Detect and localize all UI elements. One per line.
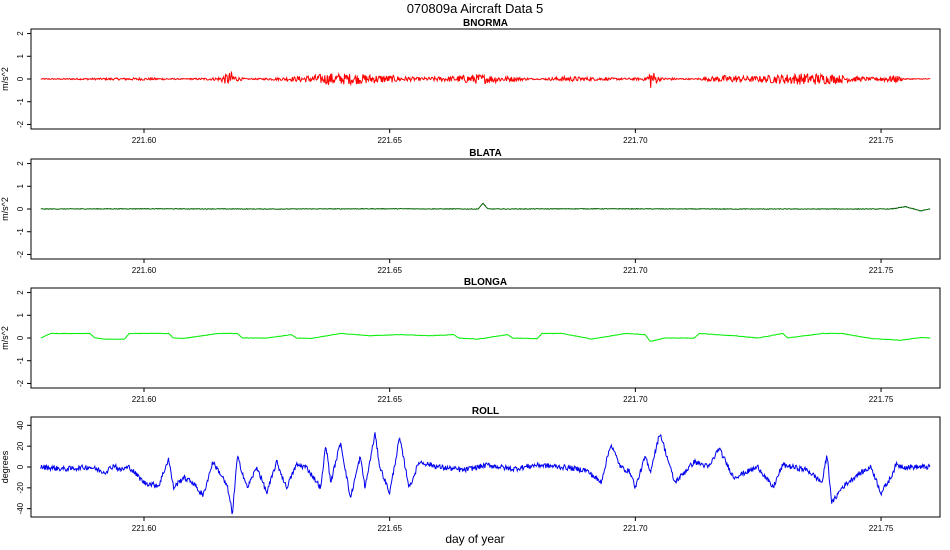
panel-title-blata: BLATA <box>469 148 501 159</box>
y-tick-label-roll: 0 <box>16 464 25 469</box>
y-tick-label-blonga: 0 <box>16 335 25 340</box>
x-tick-label-blonga: 221.60 <box>132 395 157 404</box>
x-tick-label-blonga: 221.75 <box>869 395 894 404</box>
x-tick-label-blata: 221.70 <box>623 266 648 275</box>
y-tick-label-blonga: 1 <box>16 312 25 317</box>
x-tick-label-roll: 221.60 <box>132 524 157 533</box>
series-line-bnorma <box>40 71 931 88</box>
x-tick-label-roll: 221.75 <box>869 524 894 533</box>
x-tick-label-blonga: 221.70 <box>623 395 648 404</box>
x-axis-label: day of year <box>445 532 504 546</box>
panel-title-roll: ROLL <box>472 406 499 417</box>
y-tick-label-roll: -40 <box>16 502 25 514</box>
x-tick-label-blata: 221.60 <box>132 266 157 275</box>
x-tick-label-blata: 221.65 <box>377 266 402 275</box>
x-tick-label-blonga: 221.65 <box>377 395 402 404</box>
panel-title-blonga: BLONGA <box>464 277 507 288</box>
x-tick-label-bnorma: 221.75 <box>869 136 894 145</box>
y-tick-label-blata: -1 <box>16 228 25 236</box>
series-line-roll <box>40 432 931 515</box>
y-tick-label-bnorma: -1 <box>16 98 25 106</box>
y-tick-label-bnorma: 2 <box>16 31 25 36</box>
x-tick-label-blata: 221.75 <box>869 266 894 275</box>
y-tick-label-blata: 1 <box>16 183 25 188</box>
y-axis-label-roll: degrees <box>0 450 10 483</box>
y-axis-label-blonga: m/s^2 <box>0 326 10 350</box>
y-axis-label-bnorma: m/s^2 <box>0 67 10 91</box>
y-tick-label-blata: 2 <box>16 161 25 166</box>
y-tick-label-bnorma: 1 <box>16 53 25 58</box>
y-tick-label-blata: -2 <box>16 250 25 258</box>
y-tick-label-blonga: -2 <box>16 379 25 387</box>
x-tick-label-bnorma: 221.65 <box>377 136 402 145</box>
figure-title: 070809a Aircraft Data 5 <box>407 1 544 16</box>
y-tick-label-roll: -20 <box>16 482 25 494</box>
x-tick-label-roll: 221.70 <box>623 524 648 533</box>
y-tick-label-roll: 20 <box>16 441 25 450</box>
y-tick-label-bnorma: -2 <box>16 120 25 128</box>
x-tick-label-bnorma: 221.60 <box>132 136 157 145</box>
x-tick-label-roll: 221.65 <box>377 524 402 533</box>
y-tick-label-blonga: -1 <box>16 357 25 365</box>
y-axis-label-blata: m/s^2 <box>0 197 10 221</box>
y-tick-label-roll: 40 <box>16 420 25 429</box>
y-tick-label-blata: 0 <box>16 206 25 211</box>
series-line-blata <box>40 202 931 212</box>
series-line-blonga <box>40 332 931 342</box>
panel-title-bnorma: BNORMA <box>463 18 508 29</box>
y-tick-label-blonga: 2 <box>16 290 25 295</box>
y-tick-label-bnorma: 0 <box>16 76 25 81</box>
x-tick-label-bnorma: 221.70 <box>623 136 648 145</box>
